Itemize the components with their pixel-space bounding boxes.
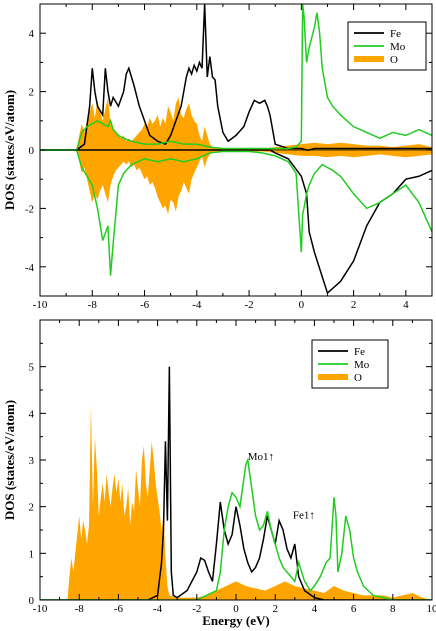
y-tick-label: 4: [29, 28, 35, 40]
x-tick-label: -8: [88, 299, 98, 311]
x-tick-label: -6: [140, 299, 150, 311]
x-tick-label: -2: [192, 603, 201, 615]
x-tick-label: -10: [33, 603, 48, 615]
y-tick-label: 5: [29, 362, 35, 374]
y-tick-label: -4: [25, 262, 35, 274]
y-tick-label: 1: [29, 548, 35, 560]
y-tick-label: 3: [29, 455, 35, 467]
x-tick-label: 6: [351, 603, 357, 615]
x-tick-label: 4: [403, 299, 409, 311]
x-tick-label: -6: [114, 603, 124, 615]
series-mo-up-line: [40, 4, 432, 151]
legend-label-fe: Fe: [354, 346, 365, 358]
legend-label-mo: Mo: [390, 41, 406, 53]
legend-label-o: O: [390, 54, 398, 66]
y-axis-label: DOS (states/eV/atom): [2, 90, 17, 210]
y-tick-label: 2: [29, 87, 35, 99]
x-tick-label: -2: [244, 299, 253, 311]
series-mo-up-line: [40, 457, 432, 600]
legend-label-mo: Mo: [354, 359, 370, 371]
legend-label-fe: Fe: [390, 28, 401, 40]
y-tick-label: 2: [29, 502, 35, 514]
x-axis-label: Energy (eV): [202, 613, 270, 628]
x-tick-label: -8: [75, 603, 85, 615]
top-dos-panel: -10 -8 -6 -4 -2 0 2 4 -4 -2 0 2 4 DOS (states/eV/atom…: [2, 3, 433, 311]
x-tick-label: -4: [153, 603, 163, 615]
x-tick-label: 0: [299, 299, 305, 311]
x-tick-label: 2: [351, 299, 357, 311]
annotation: Fe1↑: [293, 509, 315, 521]
legend-swatch-o: [354, 56, 384, 62]
x-tick-label: 8: [390, 603, 396, 615]
legend-label-o: O: [354, 372, 362, 384]
series-o-down-area: [40, 150, 432, 215]
y-tick-label: 0: [29, 595, 35, 607]
y-tick-label: 0: [29, 145, 35, 157]
series-o-up-area: [40, 404, 432, 600]
series-fe-up-line: [40, 366, 432, 600]
y-axis-label: DOS (states/eV/atom): [2, 400, 17, 520]
y-tick-label: -2: [25, 203, 34, 215]
x-tick-label: 10: [427, 603, 436, 615]
x-tick-label: 4: [312, 603, 318, 615]
x-tick-label: -10: [33, 299, 48, 311]
series-mo-down-line: [40, 149, 432, 276]
bottom-dos-panel: -10 -8 -6 -4 -2 0 2 4 6 8 10 0 1 2 3 4 5 DOS (states/eV/a…: [2, 319, 436, 628]
plot-area: [40, 366, 432, 600]
x-tick-label: 2: [272, 603, 278, 615]
y-tick-label: 4: [29, 408, 35, 420]
x-tick-label: -4: [192, 299, 202, 311]
series-o-up-area: [40, 97, 432, 150]
x-tick-label: 0: [233, 603, 239, 615]
legend-swatch-o: [318, 374, 348, 380]
annotation: Mo1↑: [248, 451, 274, 463]
